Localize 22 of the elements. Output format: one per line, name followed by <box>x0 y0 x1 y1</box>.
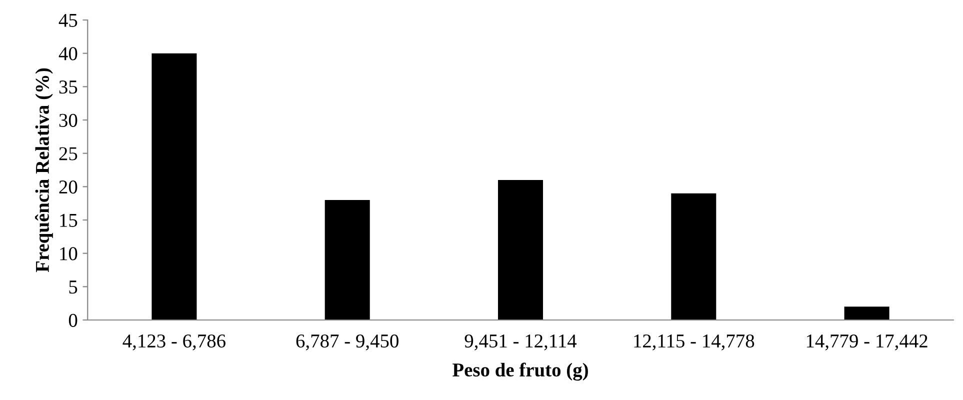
y-axis-title: Frequência Relativa (%) <box>35 68 53 272</box>
x-axis-title: Peso de fruto (g) <box>452 362 588 381</box>
y-tick-label: 30 <box>59 114 78 127</box>
bar <box>324 200 370 320</box>
bar <box>498 180 544 320</box>
y-tick-label: 40 <box>58 47 78 60</box>
y-tick-label: 45 <box>58 14 78 27</box>
y-tick-label: 25 <box>59 147 78 160</box>
y-tick-label: 15 <box>60 214 78 227</box>
x-tick-label: 14,779 - 17,442 <box>806 334 928 350</box>
x-tick-label: 6,787 - 9,450 <box>296 334 398 350</box>
y-tick-label: 10 <box>60 247 78 260</box>
bar <box>671 193 716 320</box>
y-tick-label: 35 <box>59 80 78 94</box>
x-tick-label: 9,451 - 12,114 <box>464 334 577 350</box>
x-tick-label: 4,123 - 6,786 <box>122 334 226 350</box>
y-tick-label: 0 <box>68 314 78 327</box>
x-tick-label: 12,115 - 14,778 <box>634 334 754 350</box>
bar <box>152 53 197 320</box>
bar <box>844 306 890 320</box>
y-tick-label: 20 <box>59 180 78 194</box>
y-tick-label: 5 <box>69 280 78 294</box>
